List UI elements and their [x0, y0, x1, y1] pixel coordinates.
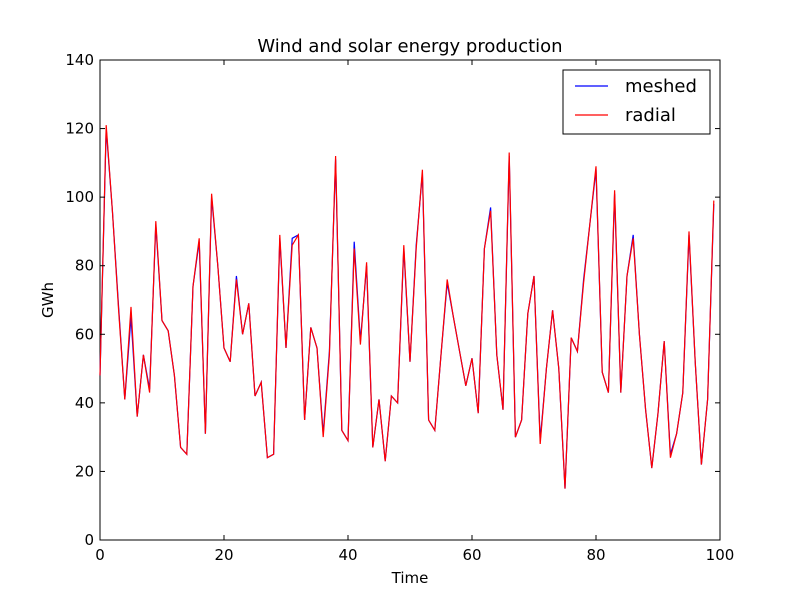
y-tick-label: 120 — [65, 120, 94, 138]
legend-label-radial: radial — [625, 105, 676, 126]
x-axis-ticks: 0 20 40 60 80 100 — [95, 60, 734, 564]
y-tick-label: 60 — [75, 325, 94, 343]
x-tick-label: 60 — [462, 546, 481, 564]
y-tick-label: 20 — [75, 462, 94, 480]
plot-area — [99, 59, 721, 541]
x-tick-label: 0 — [95, 546, 105, 564]
legend-box — [562, 69, 711, 135]
y-axis-label: GWh — [39, 282, 57, 318]
y-tick-label: 0 — [84, 531, 94, 549]
legend: meshed radial — [562, 69, 711, 135]
series-line-radial — [99, 125, 715, 489]
x-tick-label: 100 — [706, 546, 735, 564]
y-axis-ticks: 0 20 40 60 80 100 120 140 — [65, 51, 720, 549]
chart-title: Wind and solar energy production — [257, 36, 562, 57]
y-tick-label: 140 — [65, 51, 94, 69]
y-tick-label: 40 — [75, 394, 94, 412]
x-tick-label: 80 — [586, 546, 605, 564]
x-tick-label: 20 — [214, 546, 233, 564]
y-tick-label: 100 — [65, 188, 94, 206]
series-layer — [99, 125, 715, 489]
x-tick-label: 40 — [338, 546, 357, 564]
x-axis-label: Time — [391, 569, 429, 587]
y-tick-label: 80 — [75, 257, 94, 275]
legend-label-meshed: meshed — [625, 76, 697, 97]
